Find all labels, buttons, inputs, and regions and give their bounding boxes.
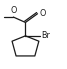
Text: O: O: [10, 6, 17, 15]
Text: Br: Br: [42, 31, 50, 40]
Text: O: O: [39, 9, 46, 18]
